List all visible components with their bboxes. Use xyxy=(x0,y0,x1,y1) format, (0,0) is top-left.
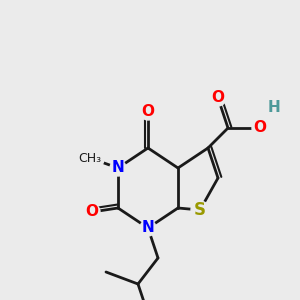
Text: O: O xyxy=(254,121,266,136)
Text: N: N xyxy=(112,160,124,175)
Circle shape xyxy=(140,104,156,120)
Circle shape xyxy=(252,120,268,136)
Circle shape xyxy=(140,220,156,236)
Text: H: H xyxy=(268,100,281,116)
Text: S: S xyxy=(194,201,206,219)
Circle shape xyxy=(210,90,226,106)
Text: O: O xyxy=(142,104,154,119)
Text: N: N xyxy=(142,220,154,236)
Circle shape xyxy=(76,144,104,172)
Text: O: O xyxy=(212,91,224,106)
Circle shape xyxy=(267,101,281,115)
Circle shape xyxy=(191,201,209,219)
Text: O: O xyxy=(85,205,98,220)
Circle shape xyxy=(84,204,100,220)
Circle shape xyxy=(110,160,126,176)
Text: CH₃: CH₃ xyxy=(78,152,102,164)
